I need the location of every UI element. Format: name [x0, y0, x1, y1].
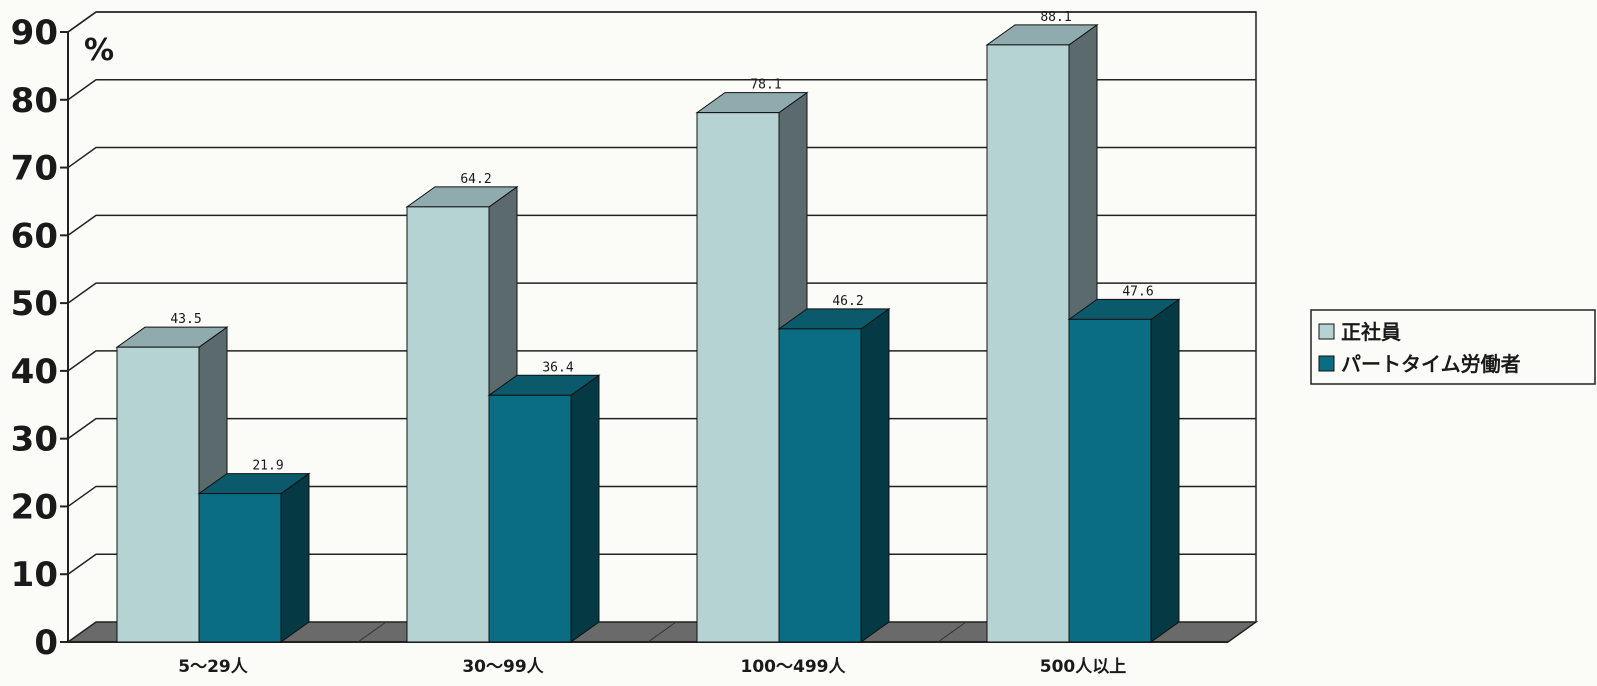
- x-tick-mark: [937, 621, 967, 643]
- bar: [197, 472, 311, 643]
- data-labels: 43.5 21.9 64.2 36.4 78.1 46.2 88.1 47.6: [170, 10, 1153, 474]
- bar-front-face: [1068, 318, 1152, 643]
- legend-entry: パートタイム労働者: [1341, 352, 1521, 376]
- y-axis: 0 10 20 30 40 50 60 70 80 90: [11, 13, 68, 663]
- y-tick-label: 70: [11, 149, 58, 189]
- bar: [1067, 298, 1181, 643]
- gridline: [67, 282, 1256, 304]
- data-label: 43.5: [170, 312, 201, 327]
- x-tick-label: 100～499人: [741, 657, 847, 677]
- bar-front-face: [778, 328, 862, 643]
- gridline: [67, 146, 1256, 169]
- data-label: 21.9: [252, 459, 283, 474]
- bar-side-face: [860, 307, 890, 643]
- x-tick-label: 30～99人: [462, 657, 544, 677]
- legend-box: [1310, 309, 1596, 385]
- data-label: 78.1: [750, 78, 781, 93]
- x-tick-label: 5～29人: [178, 657, 248, 677]
- data-label: 46.2: [832, 294, 863, 309]
- bar: [777, 307, 891, 643]
- y-tick-label: 60: [11, 216, 58, 256]
- bar-front-face: [696, 112, 780, 643]
- y-tick-label: 20: [11, 487, 58, 527]
- y-unit-label: %: [84, 33, 114, 68]
- bar-front-face: [488, 394, 572, 643]
- bar-side-face: [280, 472, 310, 643]
- x-tick-mark: [357, 621, 387, 643]
- legend-entry: 正社員: [1341, 320, 1401, 344]
- y-tick-label: 40: [11, 352, 58, 392]
- bar-side-face: [570, 374, 600, 643]
- x-tick-label: 500人以上: [1040, 657, 1127, 677]
- data-label: 36.4: [542, 360, 573, 375]
- x-axis: 5～29人 30～99人 100～499人 500人以上: [178, 621, 1127, 677]
- x-tick-mark: [647, 621, 677, 643]
- gridline: [67, 79, 1256, 101]
- bar-front-face: [198, 493, 282, 643]
- bar-front-face: [116, 346, 200, 643]
- y-tick-label: 90: [11, 13, 58, 53]
- bars: [115, 23, 1181, 643]
- y-tick-label: 10: [11, 555, 58, 595]
- bar-front-face: [986, 44, 1070, 643]
- back-wall-outline: [67, 11, 1257, 622]
- data-label: 88.1: [1040, 10, 1071, 25]
- y-tick-label: 50: [11, 284, 58, 324]
- y-tick-label: 30: [11, 420, 58, 460]
- data-label: 64.2: [460, 172, 491, 187]
- bar-front-face: [406, 206, 490, 643]
- legend-swatch: [1318, 355, 1335, 372]
- bar-side-face: [1150, 298, 1180, 643]
- data-label: 47.6: [1122, 284, 1153, 299]
- y-tick-label: 0: [34, 623, 58, 663]
- bar: [487, 374, 601, 643]
- y-tick-label: 80: [11, 81, 58, 121]
- legend-swatch: [1318, 323, 1335, 340]
- gridline: [67, 214, 1256, 236]
